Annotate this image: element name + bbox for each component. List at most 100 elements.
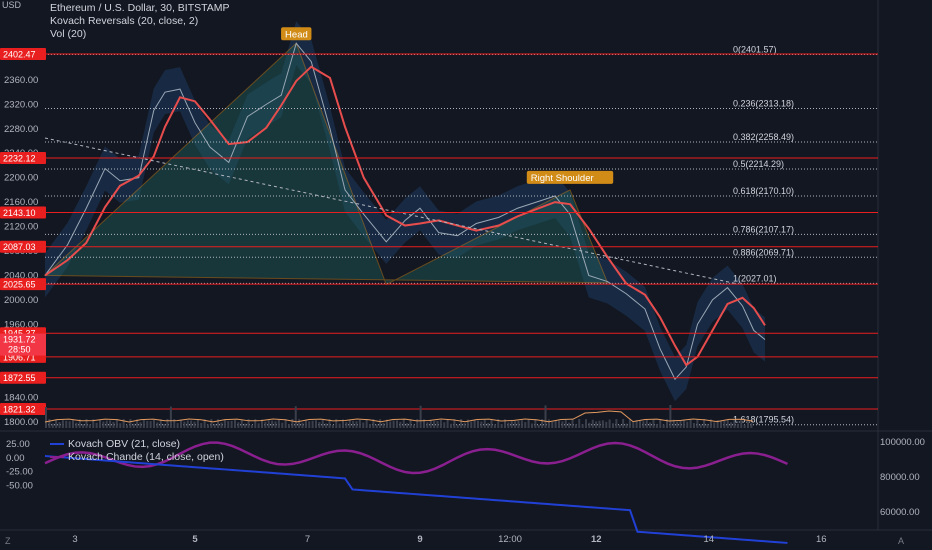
indicator-volume[interactable]: Vol (20) <box>50 28 87 40</box>
volume-bar <box>568 422 571 428</box>
volume-bar <box>466 419 469 428</box>
x-tick-label: 9 <box>417 534 422 545</box>
volume-bar <box>598 420 601 428</box>
volume-bar <box>88 424 91 428</box>
chande-swatch <box>50 456 64 459</box>
volume-bar <box>612 423 614 428</box>
volume-bar <box>379 419 382 428</box>
obv-axis-label: 60000.00 <box>880 507 920 518</box>
volume-bar <box>493 424 496 428</box>
volume-bar <box>362 422 365 428</box>
right-shoulder-label: Right Shoulder <box>531 173 594 184</box>
current-price-label: 1931.72 <box>3 335 36 345</box>
volume-bar <box>605 421 608 428</box>
price-level-label: 1821.32 <box>3 405 36 415</box>
volume-bar <box>45 407 47 428</box>
indicator-kovach-reversals[interactable]: Kovach Reversals (20, close, 2) <box>50 15 199 27</box>
volume-bar <box>385 419 388 428</box>
volume-bar <box>558 420 560 428</box>
volume-bar <box>180 419 182 428</box>
volume-bar <box>635 420 638 428</box>
price-level-box <box>0 403 46 415</box>
volume-bar <box>321 419 324 428</box>
volume-bar <box>372 419 375 428</box>
volume-bar <box>409 419 412 428</box>
fib-level-label: 0.618(2170.10) <box>733 186 794 196</box>
volume-bar <box>477 420 479 428</box>
volume-bar <box>352 420 355 428</box>
y-tick-label: 1960.00 <box>4 319 38 330</box>
bar-countdown: 28:50 <box>8 345 31 355</box>
volume-bar <box>369 424 371 428</box>
x-tick-label: 5 <box>192 534 198 545</box>
volume-bar <box>645 419 648 428</box>
volume-bar <box>311 420 314 428</box>
volume-bar <box>699 424 702 428</box>
volume-bar <box>497 419 500 428</box>
volume-bar <box>169 406 172 428</box>
volume-bar <box>298 419 301 428</box>
volume-bar <box>736 423 739 428</box>
volume-bar <box>453 419 456 428</box>
currency-label[interactable]: USD <box>2 0 22 10</box>
obv-swatch <box>50 443 64 446</box>
volume-bar <box>463 423 466 428</box>
volume-bar <box>72 419 74 428</box>
volume-bar <box>723 420 726 428</box>
volume-bar <box>264 421 267 428</box>
volume-bar <box>294 406 297 428</box>
volume-bar <box>524 422 527 428</box>
volume-bar <box>510 419 513 428</box>
volume-bar <box>544 405 547 428</box>
head-tag <box>281 27 312 41</box>
volume-bar <box>105 420 108 428</box>
volume-bar <box>622 419 625 428</box>
symbol-label[interactable]: Ethereum / U.S. Dollar, 30, BITSTAMP <box>50 2 230 14</box>
y-tick-label: 2360.00 <box>4 75 38 86</box>
volume-bar <box>574 424 577 428</box>
y-tick-label: 2040.00 <box>4 270 38 281</box>
volume-bar <box>517 420 520 428</box>
volume-bar <box>520 420 523 428</box>
volume-bar <box>156 422 159 428</box>
volume-bar <box>325 423 328 428</box>
y-tick-label: 2000.00 <box>4 295 38 306</box>
volume-bar <box>136 419 139 428</box>
volume-bar <box>564 419 567 428</box>
volume-bar <box>541 419 544 428</box>
zoom-icon[interactable]: Z <box>5 536 11 546</box>
volume-bar <box>632 422 635 428</box>
volume-bar <box>196 419 199 428</box>
chande-axis-label: 25.00 <box>6 439 30 450</box>
volume-bar <box>507 422 510 428</box>
volume-bar <box>490 419 493 428</box>
volume-ma-line <box>44 410 754 423</box>
auto-scale-icon[interactable]: A <box>898 536 905 546</box>
volume-bar <box>412 424 415 428</box>
volume-bar <box>450 423 452 428</box>
volume-bar <box>439 420 442 428</box>
x-tick-label: 12:00 <box>498 534 522 545</box>
volume-bar <box>554 420 557 428</box>
volume-bar <box>315 420 317 428</box>
volume-bar <box>709 419 712 428</box>
price-level-box <box>0 240 46 253</box>
volume-bar <box>662 424 665 428</box>
obv-label[interactable]: Kovach OBV (21, close) <box>68 438 181 450</box>
right-shoulder-tag <box>526 170 614 184</box>
current-price-box <box>0 333 46 356</box>
volume-bar <box>537 424 540 428</box>
volume-bar <box>585 419 587 428</box>
chande-label[interactable]: Kovach Chande (14, close, open) <box>68 451 224 463</box>
volume-bar <box>534 419 537 428</box>
obv-axis-label: 100000.00 <box>880 437 925 448</box>
obv-line <box>44 455 788 544</box>
volume-bar <box>342 419 344 428</box>
y-tick-label: 2160.00 <box>4 197 38 208</box>
volume-bar <box>112 421 115 428</box>
volume-bar <box>82 424 85 428</box>
volume-bar <box>122 419 125 428</box>
volume-bar <box>95 422 98 428</box>
